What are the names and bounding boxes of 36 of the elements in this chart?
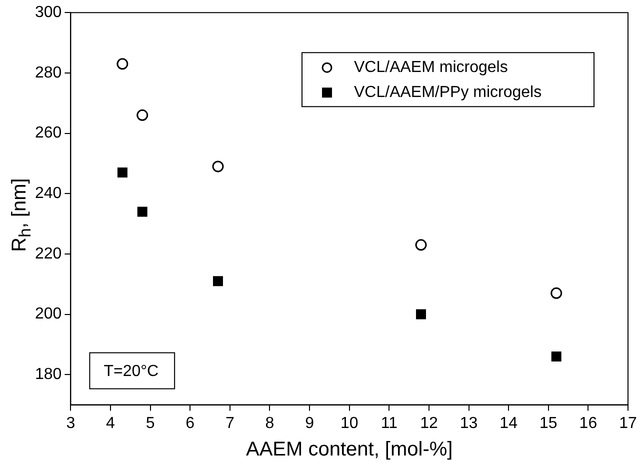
y-tick-label: 180 [34,366,62,384]
x-axis-title: AAEM content, [mol-%] [246,438,453,461]
x-tick-label: 16 [579,414,598,432]
x-tick-label: 14 [500,414,518,432]
point [550,287,562,299]
annotation: T=20°C [104,363,159,380]
point [415,239,427,251]
point [136,109,148,121]
x-tick-label: 8 [265,414,274,432]
y-tick-label: 240 [34,185,62,202]
y-tick-label: 300 [34,4,62,22]
x-tick-label: 7 [225,414,234,432]
x-tick-label: 5 [146,414,155,432]
x-tick-label: 10 [340,414,358,432]
point [117,168,128,178]
point [116,58,128,70]
point [212,276,223,286]
x-tick-label: 13 [460,414,478,432]
x-tick-label: 12 [420,414,438,432]
y-tick-label: 260 [34,124,62,142]
x-tick-label: 3 [66,414,76,432]
legend-label: VCL/AAEM/PPy microgels [354,84,542,102]
point [212,160,224,172]
y-tick-label: 280 [34,64,62,82]
x-tick-label: 9 [305,414,314,432]
x-tick-label: 4 [106,414,116,432]
point [551,352,562,362]
x-tick-label: 6 [186,414,195,432]
legend-label: VCL/AAEM microgels [354,59,508,76]
x-tick-label: 11 [380,414,398,432]
point [416,309,426,320]
y-tick-label: 220 [34,245,62,262]
x-tick-label: 17 [619,414,637,432]
y-tick-label: 200 [34,306,62,323]
x-tick-label: 15 [539,414,558,432]
point [137,206,148,217]
